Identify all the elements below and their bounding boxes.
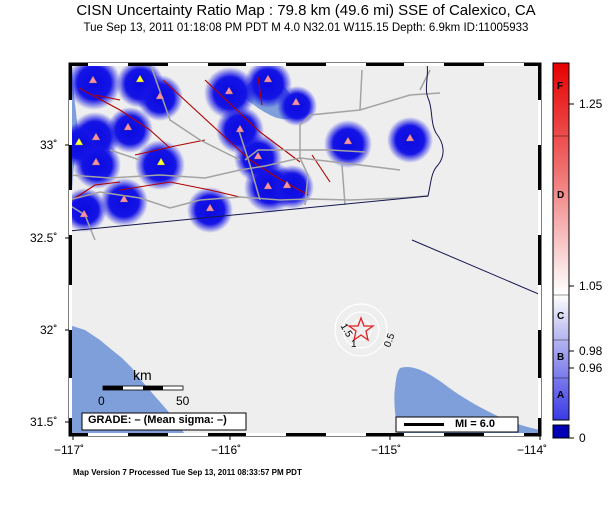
event-details: Tue Sep 13, 2011 01:18:08 PM PDT M 4.0 N…: [83, 22, 529, 34]
scale-bar-end: 50: [176, 394, 190, 408]
map-version-footer: Map Version 7 Processed Tue Sep 13, 2011…: [73, 468, 302, 477]
colorbar-value-1-05: 1.05: [579, 279, 603, 293]
grade-letter-f: F: [557, 81, 564, 92]
lat-tick-31-5: 31.5˚: [30, 415, 58, 429]
grade-text: GRADE: – (Mean sigma: –): [88, 414, 227, 426]
grade-letter-d: D: [557, 190, 565, 201]
colorbar: [552, 62, 574, 439]
lat-tick-32-5: 32.5˚: [30, 231, 58, 245]
grade-box: [81, 412, 247, 431]
mi-legend-box: [395, 416, 519, 433]
map-frame: [65, 62, 542, 440]
epicenter-star: [346, 316, 376, 342]
borders: [69, 63, 541, 296]
roads: [69, 63, 441, 241]
colorbar-value-1-25: 1.25: [579, 97, 603, 111]
scale-bar: [102, 385, 184, 391]
lon-tick-114: −114˚: [517, 443, 548, 457]
scale-bar-start: 0: [98, 394, 105, 408]
uncertainty-contours: [334, 303, 388, 357]
lat-tick-32: 32˚: [40, 323, 58, 337]
colorbar-value-0-96: 0.96: [579, 361, 603, 375]
lat-tick-33: 33˚: [40, 138, 58, 152]
grade-letter-c: C: [557, 311, 565, 322]
map-title: CISN Uncertainty Ratio Map : 79.8 km (49…: [76, 2, 536, 19]
grade-letter-a: A: [557, 390, 565, 401]
colorbar-value-0: 0: [579, 431, 586, 445]
pacific-ocean-south: [69, 325, 186, 436]
mi-legend-text: MI = 6.0: [455, 418, 496, 430]
lon-tick-116: −116˚: [211, 443, 242, 457]
colorbar-value-0-98: 0.98: [579, 344, 603, 358]
stations: [74, 74, 415, 218]
scale-bar-unit: km: [133, 367, 152, 383]
lon-tick-117: −117˚: [54, 443, 85, 457]
lon-tick-115: −115˚: [371, 443, 402, 457]
grade-letter-b: B: [557, 352, 565, 363]
contour-label-1: 1: [351, 339, 357, 350]
